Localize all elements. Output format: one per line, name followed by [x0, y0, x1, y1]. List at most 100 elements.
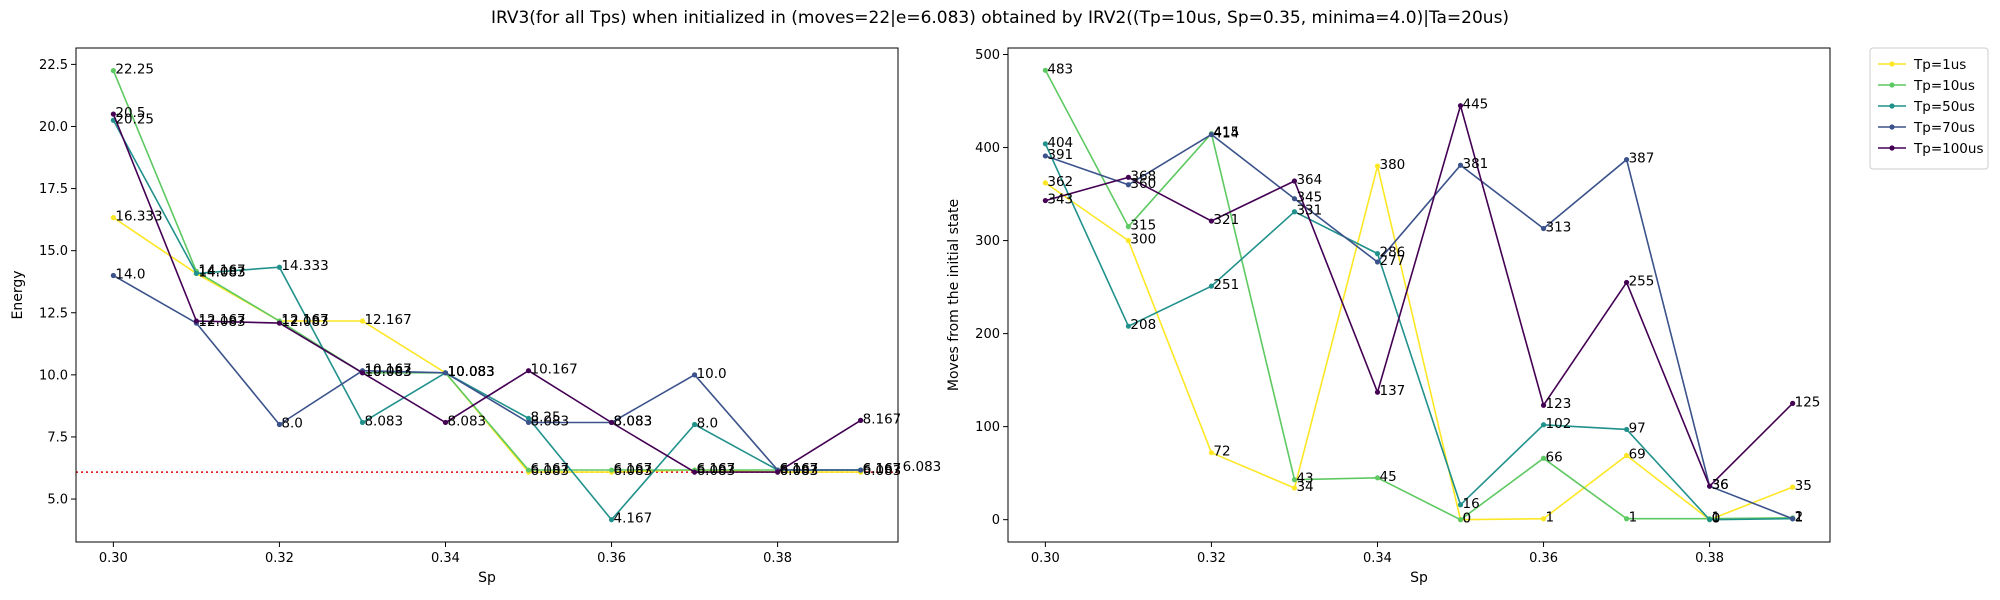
data-point-Tp-100us-2 — [276, 320, 283, 326]
data-label: 8.083 — [614, 413, 653, 429]
data-label: 8.083 — [614, 413, 653, 429]
data-label: 14.167 — [198, 262, 245, 278]
data-label: 404 — [1047, 135, 1073, 151]
data-point-Tp-100us-8 — [1707, 483, 1713, 489]
data-label: 286 — [1379, 245, 1405, 261]
data-point-Tp-1us-2 — [1208, 450, 1215, 456]
data-point-Tp-100us-6 — [1540, 402, 1547, 408]
series-line-Tp-1us — [112, 216, 861, 473]
data-point-Tp-100us-3 — [1291, 178, 1298, 184]
data-label: 16 — [1463, 496, 1480, 512]
x-tick-label: 0.32 — [1197, 551, 1226, 566]
x-tick-label: 0.34 — [431, 551, 460, 566]
legend-swatch-marker — [1889, 103, 1895, 109]
data-point-Tp-50us-1 — [193, 270, 199, 277]
data-point-Tp-10us-5 — [1457, 517, 1464, 523]
data-label: 368 — [1130, 168, 1156, 184]
data-label: 380 — [1379, 157, 1405, 173]
y-tick-label: 300 — [975, 234, 1000, 249]
x-tick-label: 0.38 — [1695, 551, 1724, 566]
data-point-Tp-1us-0 — [110, 214, 116, 221]
data-label: 69 — [1629, 446, 1646, 462]
legend-box — [1869, 47, 1989, 170]
legend-entry: Tp=10us — [1913, 78, 1975, 94]
legend: Tp=1us Tp=10us Tp=50us Tp=70us Tp=100us — [1869, 47, 1989, 170]
data-point-Tp-50us-6 — [608, 517, 615, 523]
series-line-Tp-100us — [112, 113, 862, 473]
data-label: 12.167 — [281, 312, 328, 328]
y-tick-label: 20.0 — [39, 120, 68, 135]
data-label: 8.0 — [697, 416, 718, 432]
data-label: 14.083 — [198, 264, 245, 280]
data-label: 16.333 — [115, 209, 162, 225]
y-tick-label: 400 — [975, 141, 1000, 156]
x-tick-label: 0.36 — [1529, 551, 1558, 566]
data-point-Tp-70us-0 — [110, 272, 116, 279]
x-tick-label: 0.38 — [763, 551, 792, 566]
data-label: 20.25 — [115, 111, 154, 127]
data-label: 8.0 — [281, 416, 302, 432]
legend-entry: Tp=70us — [1913, 120, 1975, 136]
data-point-Tp-10us-3 — [1291, 477, 1298, 483]
data-label: 315 — [1130, 218, 1156, 234]
data-label: 6.083 — [697, 463, 736, 479]
data-label: 8.25 — [531, 409, 561, 425]
data-label: 391 — [1047, 147, 1073, 163]
legend-swatch-marker — [1889, 145, 1895, 151]
data-label: 6.167 — [614, 461, 653, 477]
data-label: 6.167 — [863, 461, 902, 477]
data-point-Tp-70us-2 — [276, 421, 283, 428]
legend-swatch-marker — [1889, 124, 1895, 130]
data-point-Tp-70us-0 — [1042, 153, 1048, 159]
data-label: 72 — [1213, 444, 1230, 460]
x-tick-label: 0.36 — [597, 551, 626, 566]
data-point-Tp-100us-0 — [1042, 197, 1048, 204]
data-label: 414 — [1213, 126, 1239, 142]
data-label: 1 — [1546, 510, 1555, 526]
data-label: 102 — [1546, 416, 1572, 432]
data-label: 125 — [1795, 394, 1821, 410]
y-tick-label: 15.0 — [39, 244, 68, 259]
data-point-Tp-100us-3 — [359, 370, 366, 376]
data-point-Tp-1us-3 — [1291, 485, 1298, 491]
data-label: 36 — [1712, 477, 1729, 493]
data-point-Tp-50us-7 — [691, 421, 698, 428]
legend-swatch-marker — [1889, 61, 1895, 67]
data-label: 97 — [1629, 420, 1646, 436]
y-tick-label: 5.0 — [47, 493, 68, 508]
data-label: 43 — [1296, 471, 1313, 487]
data-label: 10.083 — [364, 364, 411, 380]
data-label: 6.167 — [863, 461, 902, 477]
data-point-Tp-50us-5 — [525, 415, 532, 421]
data-point-Tp-70us-4 — [1374, 259, 1381, 265]
data-label: 343 — [1047, 192, 1073, 208]
data-point-Tp-1us-1 — [1125, 237, 1131, 244]
data-point-Tp-50us-5 — [1457, 502, 1464, 508]
data-point-Tp-50us-7 — [1623, 426, 1630, 433]
data-label: 6.167 — [697, 461, 736, 477]
data-label: 36 — [1712, 477, 1729, 493]
data-point-Tp-100us-5 — [1457, 103, 1464, 109]
data-point-Tp-100us-1 — [1125, 174, 1131, 180]
data-label: 360 — [1130, 176, 1156, 192]
data-label: 1 — [1712, 510, 1721, 526]
data-label: 1 — [1795, 510, 1804, 526]
data-label: 45 — [1379, 469, 1396, 485]
data-label: 137 — [1379, 383, 1405, 399]
data-label: 6.167 — [531, 461, 570, 477]
data-label: 14.0 — [115, 267, 145, 283]
data-point-Tp-70us-7 — [691, 372, 698, 378]
data-label: 12.167 — [281, 312, 328, 328]
data-label: 10.083 — [447, 364, 494, 380]
data-label: 123 — [1546, 396, 1572, 412]
data-label: 415 — [1213, 125, 1239, 141]
data-label: 6.167 — [780, 461, 819, 477]
data-point-Tp-50us-2 — [276, 264, 283, 270]
x-tick-label: 0.30 — [99, 551, 128, 566]
data-label: 6.167 — [697, 461, 736, 477]
data-label: 12.083 — [281, 314, 328, 330]
y-tick-label: 7.5 — [47, 430, 68, 445]
y-tick-label: 10.0 — [39, 368, 68, 383]
data-label: 6.083 — [780, 463, 819, 479]
